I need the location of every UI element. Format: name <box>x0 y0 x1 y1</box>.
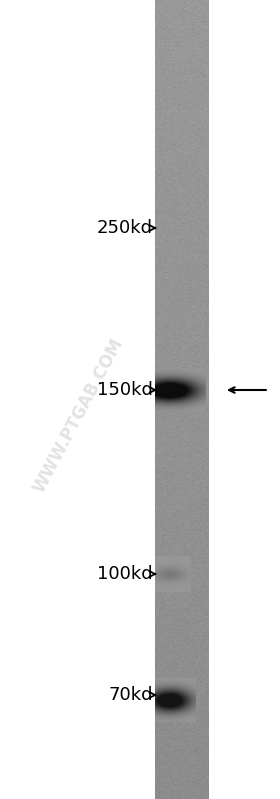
Text: 100kd: 100kd <box>97 565 153 583</box>
Text: 70kd: 70kd <box>108 686 153 704</box>
Text: 150kd: 150kd <box>97 381 153 399</box>
Text: 250kd: 250kd <box>97 219 153 237</box>
Text: WWW.PTGAB.COM: WWW.PTGAB.COM <box>30 336 127 495</box>
